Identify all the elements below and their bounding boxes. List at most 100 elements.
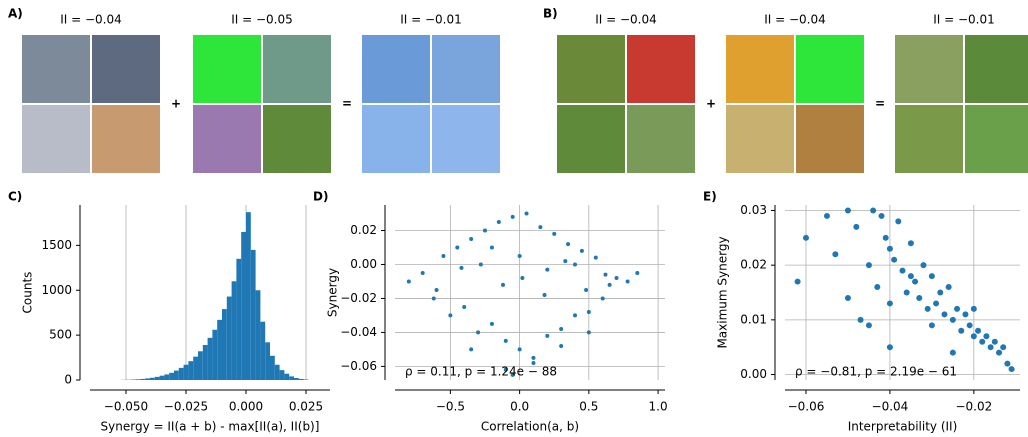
histogram-bar xyxy=(265,342,270,380)
scatter-point xyxy=(1004,360,1011,367)
x-tick-label: −0.025 xyxy=(164,400,208,414)
scatter-point xyxy=(895,218,902,225)
scatter-point xyxy=(979,338,986,345)
scatter-point xyxy=(802,234,809,241)
histogram-bar xyxy=(183,364,189,380)
histogram-bar xyxy=(202,345,208,380)
y-tick-label: 500 xyxy=(49,328,72,342)
scatter-point xyxy=(933,300,940,307)
operator: = xyxy=(342,97,352,111)
scatter-point xyxy=(503,367,508,372)
y-axis-label: Synergy xyxy=(326,268,340,317)
scatter-point xyxy=(517,253,522,258)
scatter-point xyxy=(823,212,830,219)
scatter-point xyxy=(520,276,525,281)
y-tick-label: 1000 xyxy=(41,283,72,297)
x-axis-label: Synergy = II(a + b) - max[II(a), II(b)] xyxy=(101,420,320,434)
histogram-bar xyxy=(164,374,170,380)
histogram-bar xyxy=(135,379,141,380)
histogram-bar xyxy=(231,281,237,380)
x-tick-label: 0.5 xyxy=(579,400,598,414)
histogram-bar xyxy=(178,367,184,380)
panel-label: C) xyxy=(8,190,22,204)
scatter-point xyxy=(517,347,522,352)
scatter-point xyxy=(907,273,914,280)
y-tick-label: 0.00 xyxy=(350,257,377,271)
image-caption: II = −0.01 xyxy=(400,13,462,27)
image-tile xyxy=(726,105,794,173)
scatter-point xyxy=(945,284,952,291)
image-tile xyxy=(22,35,90,103)
histogram-bar xyxy=(154,376,160,380)
scatter-point xyxy=(563,259,568,264)
image-tile xyxy=(965,105,1028,173)
scatter-point xyxy=(857,316,864,323)
scatter-point xyxy=(1008,366,1015,373)
scatter-point xyxy=(552,231,557,236)
scatter-point xyxy=(625,279,630,284)
scatter-point xyxy=(600,296,605,301)
scatter-point xyxy=(912,278,919,285)
scatter-point xyxy=(970,333,977,340)
image-tile xyxy=(432,105,500,173)
histogram-bar xyxy=(289,376,294,380)
image-caption: II = −0.04 xyxy=(60,13,122,27)
x-axis-label: Correlation(a, b) xyxy=(481,420,579,434)
scatter-point xyxy=(886,344,893,351)
scatter-point xyxy=(907,240,914,247)
scatter-point xyxy=(865,322,872,329)
scatter-point xyxy=(496,219,501,224)
y-axis-label: Maximum Synergy xyxy=(716,236,730,348)
histogram-bar xyxy=(193,356,198,380)
scatter-point xyxy=(478,262,483,267)
scatter-point xyxy=(1000,344,1007,351)
scatter-point xyxy=(949,316,956,323)
image-tile xyxy=(796,35,864,103)
histogram-bar xyxy=(145,378,150,380)
histogram-bar xyxy=(207,337,213,380)
scatter-point xyxy=(966,322,973,329)
image-tile xyxy=(263,105,331,173)
image-tile xyxy=(193,35,261,103)
scatter-point xyxy=(844,294,851,301)
scatter-point xyxy=(844,207,851,214)
scatter-point xyxy=(886,245,893,252)
histogram-bar xyxy=(198,351,203,380)
scatter-point xyxy=(916,294,923,301)
scatter-point xyxy=(538,225,543,230)
scatter-point xyxy=(987,344,994,351)
scatter-point xyxy=(483,228,487,233)
scatter-point xyxy=(886,300,893,307)
scatter-point xyxy=(448,313,453,318)
scatter-point xyxy=(469,347,474,352)
scatter-point xyxy=(489,321,494,326)
x-tick-label: −0.02 xyxy=(955,400,992,414)
y-tick-label: 0.02 xyxy=(350,223,377,237)
scatter-point xyxy=(954,305,961,312)
scatter-point xyxy=(476,330,481,335)
image-tile xyxy=(432,35,500,103)
scatter-point xyxy=(962,311,969,318)
scatter-point xyxy=(903,289,910,296)
histogram-bar xyxy=(279,370,285,380)
y-tick-label: 0.00 xyxy=(740,367,767,381)
image-caption: II = −0.01 xyxy=(933,13,995,27)
image-tile xyxy=(92,35,160,103)
operator: + xyxy=(706,97,716,111)
image-tile xyxy=(263,35,331,103)
scatter-point xyxy=(983,333,990,340)
scatter-point xyxy=(531,355,536,360)
image-tile xyxy=(193,105,261,173)
scatter-point xyxy=(958,327,965,334)
scatter-point xyxy=(970,305,977,312)
x-tick-label: 1.0 xyxy=(649,400,668,414)
scatter-point xyxy=(510,214,515,219)
scatter-point xyxy=(614,276,619,281)
image-tile xyxy=(627,35,695,103)
annotation: ρ = 0.11, p = 1.24e − 88 xyxy=(405,365,557,379)
histogram-bar xyxy=(246,212,251,380)
x-tick-label: −0.050 xyxy=(104,400,148,414)
y-tick-label: −0.04 xyxy=(340,325,377,339)
scatter-point xyxy=(794,278,801,285)
